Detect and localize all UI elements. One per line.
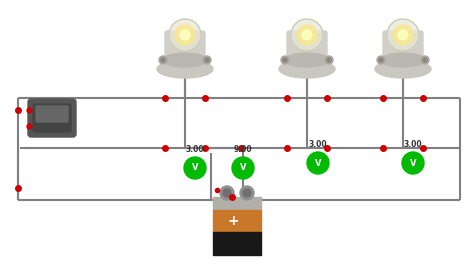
Circle shape xyxy=(379,58,383,62)
Ellipse shape xyxy=(163,53,207,67)
Circle shape xyxy=(223,189,231,197)
Circle shape xyxy=(387,19,419,51)
Ellipse shape xyxy=(279,60,335,78)
Bar xyxy=(213,210,261,232)
Circle shape xyxy=(232,157,254,179)
Circle shape xyxy=(180,30,190,40)
Circle shape xyxy=(205,58,209,62)
Circle shape xyxy=(327,58,331,62)
Circle shape xyxy=(421,56,429,64)
Ellipse shape xyxy=(381,53,425,67)
Text: V: V xyxy=(410,158,416,167)
Circle shape xyxy=(203,56,211,64)
Circle shape xyxy=(325,56,333,64)
Circle shape xyxy=(220,186,234,200)
FancyBboxPatch shape xyxy=(165,31,205,63)
Circle shape xyxy=(159,56,167,64)
Text: +: + xyxy=(227,214,239,228)
Ellipse shape xyxy=(157,60,213,78)
Circle shape xyxy=(302,30,312,40)
FancyBboxPatch shape xyxy=(36,106,68,122)
Text: V: V xyxy=(315,158,321,167)
Circle shape xyxy=(169,19,201,51)
Circle shape xyxy=(175,25,195,45)
Circle shape xyxy=(377,56,385,64)
FancyBboxPatch shape xyxy=(287,31,327,63)
Circle shape xyxy=(243,189,251,197)
Circle shape xyxy=(307,152,329,174)
FancyBboxPatch shape xyxy=(383,31,423,63)
Ellipse shape xyxy=(285,53,329,67)
Text: 9.00: 9.00 xyxy=(234,145,252,154)
Text: 3.00: 3.00 xyxy=(404,140,422,149)
Bar xyxy=(213,232,261,255)
Circle shape xyxy=(291,19,323,51)
Text: 3.00: 3.00 xyxy=(186,145,204,154)
FancyBboxPatch shape xyxy=(33,104,71,132)
Circle shape xyxy=(402,152,424,174)
Bar xyxy=(213,197,261,210)
Circle shape xyxy=(297,25,317,45)
Text: V: V xyxy=(192,163,198,172)
Text: V: V xyxy=(240,163,246,172)
Circle shape xyxy=(281,56,289,64)
Circle shape xyxy=(423,58,427,62)
Circle shape xyxy=(184,157,206,179)
Circle shape xyxy=(398,30,408,40)
Circle shape xyxy=(283,58,287,62)
Text: 3.00: 3.00 xyxy=(309,140,328,149)
Circle shape xyxy=(240,186,254,200)
Circle shape xyxy=(393,25,413,45)
Circle shape xyxy=(161,58,165,62)
FancyBboxPatch shape xyxy=(28,99,76,137)
Ellipse shape xyxy=(375,60,431,78)
